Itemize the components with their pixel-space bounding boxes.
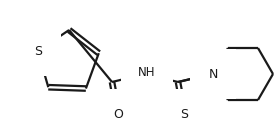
Text: S: S [180, 107, 188, 120]
Text: N: N [208, 68, 218, 81]
Text: S: S [34, 45, 42, 58]
Text: O: O [113, 107, 123, 120]
Text: NH: NH [138, 66, 156, 79]
